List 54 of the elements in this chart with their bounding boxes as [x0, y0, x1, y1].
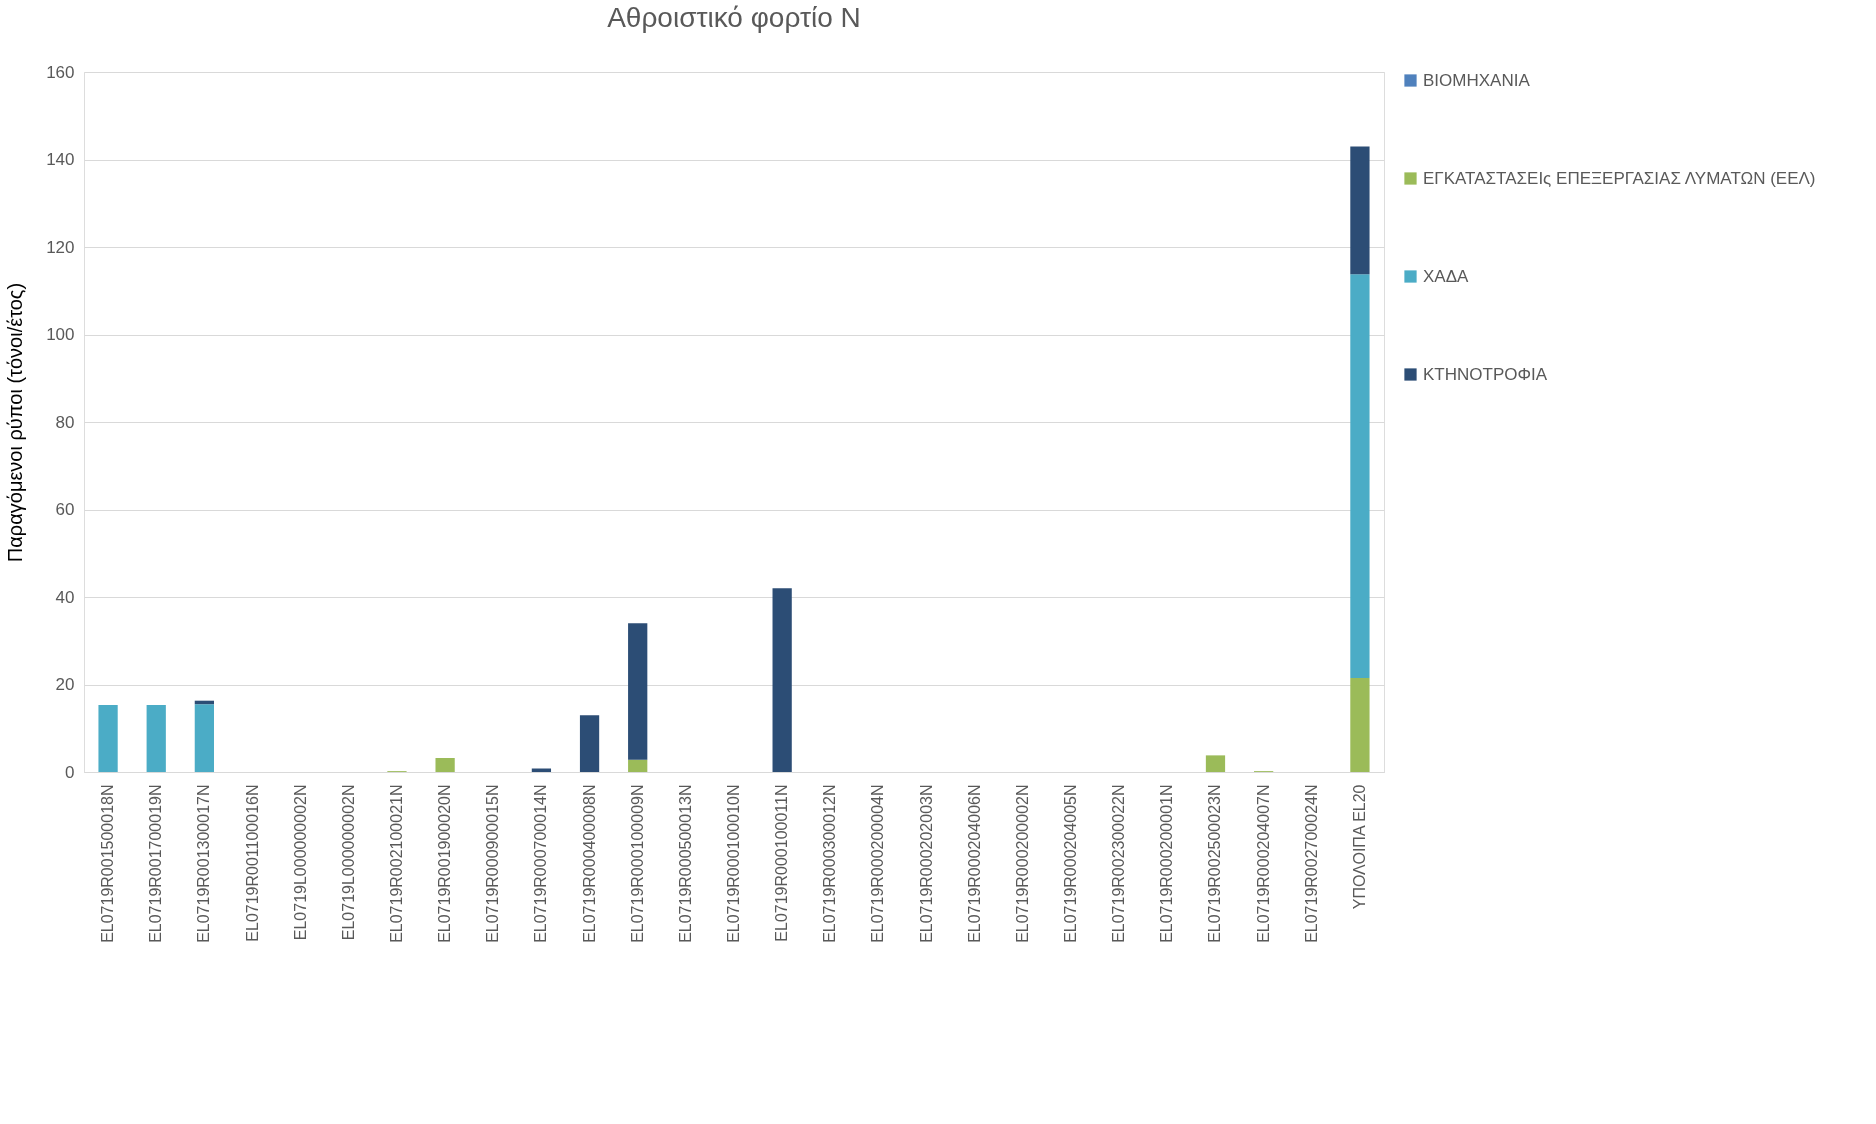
y-tick-label: 160 [46, 62, 75, 82]
x-tick-label: EL0719R000700014N [532, 784, 550, 943]
bar [1350, 146, 1370, 275]
x-tick-label: EL0719R000900015N [484, 784, 502, 943]
y-tick-label: 60 [55, 500, 75, 519]
chart-title: Αθροιστικό φορτίο Ν [607, 2, 861, 33]
x-tick-label: EL0719R000200001N [1158, 784, 1176, 943]
x-tick-label: EL0719R001900020N [436, 784, 454, 943]
y-axis-title: Παραγόμενοι ρύποι (τόνοι/έτος) [4, 282, 27, 563]
x-tick-label: EL0719L000000002N [339, 784, 357, 941]
bar [1205, 755, 1226, 772]
legend-label: ΧΑΔΑ [1423, 266, 1470, 286]
bar [98, 705, 118, 772]
x-tick-label: EL0719R001500018N [99, 784, 117, 943]
bar [435, 758, 455, 772]
x-tick-label: EL0719R000100009N [628, 784, 646, 943]
x-tick-label: EL0719R000204007N [1254, 784, 1272, 943]
bar [1350, 274, 1370, 678]
x-tick-label: EL0719R002500023N [1206, 784, 1224, 943]
bar [772, 588, 792, 772]
bar [628, 623, 648, 760]
x-tick-label: EL0719R001700019N [147, 784, 165, 943]
x-tick-label: EL0719R001100016N [243, 784, 261, 942]
bar [579, 715, 600, 772]
x-tick-label: EL0719R000100010N [725, 784, 742, 943]
x-tick-label: EL0719R000204005N [1062, 784, 1080, 943]
bar [628, 759, 648, 772]
y-tick-label: 20 [55, 675, 75, 694]
legend-label: ΕΓΚΑΤΑΣΤΑΣΕΙς ΕΠΕΞΕΡΓΑΣΙΑΣ ΛΥΜΑΤΩΝ (ΕΕΛ) [1423, 168, 1816, 188]
x-tick-label: EL0719R000300012N [821, 784, 839, 943]
x-tick-label: EL0719R000100011N [773, 784, 791, 942]
x-tick-label: EL0719R000200002N [1013, 784, 1031, 943]
bar [146, 705, 166, 772]
bar [194, 704, 214, 772]
x-tick-label: EL0719R002100021N [387, 784, 405, 943]
legend-label: ΚΤΗΝΟΤΡΟΦΙΑ [1423, 364, 1548, 384]
x-tick-label: EL0719R002700024N [1302, 784, 1320, 943]
y-tick-label: 40 [55, 587, 75, 607]
y-tick-label: 120 [46, 237, 75, 257]
x-tick-label: EL0719R000500013N [676, 784, 694, 943]
x-tick-label: EL0719L000000002N [291, 784, 309, 941]
x-tick-label: ΥΠΟΛΟΙΠΑ EL20 [1350, 784, 1368, 910]
y-tick-label: 0 [65, 762, 75, 782]
bar [1350, 677, 1370, 772]
x-tick-label: EL0719R002300022N [1110, 784, 1128, 943]
y-tick-label: 100 [46, 325, 75, 344]
x-tick-label: EL0719R000204006N [965, 784, 983, 943]
y-tick-label: 80 [55, 412, 75, 432]
legend-label: ΒΙΟΜΗΧΑΝΙΑ [1423, 70, 1531, 90]
y-tick-label: 140 [46, 150, 75, 169]
x-tick-label: EL0719R000400008N [580, 784, 598, 943]
x-tick-label: EL0719R001300017N [195, 784, 213, 943]
x-tick-label: EL0719R000200004N [869, 784, 887, 943]
x-tick-label: EL0719R000202003N [917, 784, 935, 943]
